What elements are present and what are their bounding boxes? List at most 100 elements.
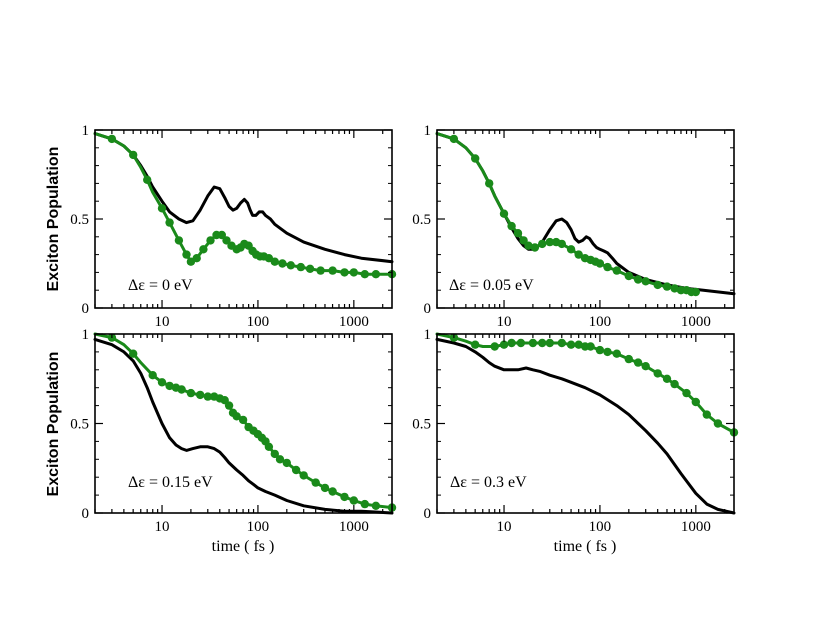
x-tick-label: 1000 — [339, 314, 369, 330]
data-point-green — [196, 390, 205, 400]
panel-bottom-right: 10 100 1000 0 0.5 1 Δε = 0.3 eV time ( fs ) — [412, 327, 739, 555]
data-point-green — [278, 259, 287, 268]
data-point-green — [471, 154, 480, 163]
panel-top-left: 10 100 1000 0 0.5 1 Exciton Population Δε = 0 e… — [45, 123, 397, 330]
data-point-green — [107, 134, 117, 144]
data-point-green — [360, 499, 369, 509]
panel-bottom-left: 10 100 1000 0 0.5 1 Exciton Population Δε = 0.1… — [45, 327, 397, 555]
data-point-green — [653, 280, 662, 290]
data-point-green — [545, 338, 554, 348]
x-tick-label: 100 — [589, 314, 612, 330]
data-point-green — [633, 275, 643, 284]
data-point-green — [499, 209, 509, 218]
data-point-green — [507, 338, 516, 348]
data-point-green — [586, 342, 595, 351]
data-point-green — [624, 354, 633, 364]
data-point-green — [320, 483, 330, 493]
data-point-green — [192, 254, 201, 263]
x-tick-label: 100 — [247, 519, 270, 535]
data-point-green — [653, 369, 662, 378]
x-tick-label: 1000 — [339, 519, 369, 535]
data-point-green — [157, 378, 167, 387]
data-point-green — [603, 347, 612, 357]
data-point-green — [485, 179, 494, 188]
x-tick-label: 100 — [589, 519, 612, 535]
data-point-green — [305, 264, 315, 273]
data-point-green — [316, 266, 325, 275]
y-tick-label: 1 — [424, 327, 432, 343]
data-point-green — [224, 401, 234, 410]
data-point-green — [682, 388, 691, 398]
y-axis-label: Exciton Population — [45, 352, 62, 497]
series-line-black — [93, 337, 394, 515]
data-point-green — [702, 410, 711, 419]
data-point-green — [633, 358, 643, 367]
data-point-green — [349, 268, 358, 277]
y-tick-label: 0.5 — [412, 417, 431, 433]
x-tick-label: 1000 — [681, 314, 711, 330]
y-tick-label: 1 — [82, 123, 90, 139]
x-axis-label: time ( fs ) — [212, 538, 275, 555]
data-point-green — [165, 381, 174, 391]
data-point-green — [186, 388, 196, 398]
data-point-green — [662, 374, 672, 383]
data-point-green — [595, 259, 605, 268]
y-tick-label: 0.5 — [412, 212, 431, 228]
data-point-green — [129, 150, 138, 160]
data-point-green — [513, 229, 523, 238]
y-tick-label: 0 — [82, 506, 90, 522]
data-point-green — [574, 250, 583, 259]
y-tick-label: 0.5 — [70, 417, 89, 433]
x-axis-label: time ( fs ) — [554, 538, 617, 555]
data-point-green — [371, 501, 381, 510]
data-point-green — [471, 340, 480, 349]
data-point-green — [174, 236, 184, 245]
data-point-green — [270, 257, 279, 266]
data-point-green — [641, 277, 650, 286]
data-point-green — [328, 266, 337, 275]
data-point-green — [507, 221, 516, 231]
data-point-green — [182, 250, 191, 259]
x-tick-label: 10 — [497, 314, 512, 330]
data-point-green — [203, 392, 212, 401]
data-point-green — [371, 270, 381, 279]
series-line-black — [435, 337, 736, 515]
data-point-green — [624, 271, 633, 281]
data-point-green — [232, 412, 241, 421]
data-point-green — [275, 455, 285, 464]
data-point-green — [670, 379, 679, 389]
y-tick-label: 0 — [82, 301, 90, 317]
data-point-green — [238, 415, 248, 425]
panel-annotation: Δε = 0.05 eV — [449, 277, 534, 294]
data-point-green — [538, 338, 547, 348]
data-point-green — [296, 262, 305, 272]
data-point-green — [340, 492, 349, 502]
data-point-green — [449, 134, 459, 144]
x-tick-label: 1000 — [681, 519, 711, 535]
data-point-green — [206, 236, 215, 245]
y-axis-label: Exciton Population — [45, 147, 62, 292]
data-point-green — [311, 478, 320, 487]
data-point-green — [199, 245, 208, 254]
data-point-green — [691, 397, 700, 407]
data-point-green — [340, 268, 349, 277]
data-point-green — [490, 342, 499, 351]
panel-annotation: Δε = 0.15 eV — [128, 474, 213, 491]
data-point-green — [217, 230, 226, 240]
data-point-green — [545, 237, 554, 247]
data-point-green — [148, 371, 157, 380]
data-point-green — [603, 262, 612, 272]
x-tick-label: 10 — [155, 519, 170, 535]
data-point-green — [713, 419, 723, 428]
data-point-green — [528, 338, 538, 348]
y-tick-label: 1 — [82, 327, 90, 343]
x-tick-label: 100 — [247, 314, 270, 330]
data-point-green — [286, 261, 295, 270]
data-point-green — [264, 442, 274, 451]
y-tick-label: 0.5 — [70, 212, 89, 228]
data-point-green — [641, 362, 650, 371]
data-point-green — [349, 496, 358, 505]
series-line-black — [93, 132, 394, 264]
x-tick-label: 10 — [155, 314, 170, 330]
y-tick-label: 0 — [424, 506, 432, 522]
